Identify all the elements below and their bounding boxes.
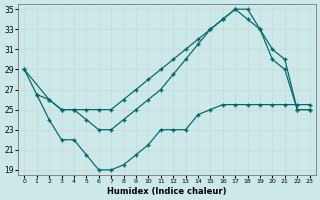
X-axis label: Humidex (Indice chaleur): Humidex (Indice chaleur) — [107, 187, 227, 196]
